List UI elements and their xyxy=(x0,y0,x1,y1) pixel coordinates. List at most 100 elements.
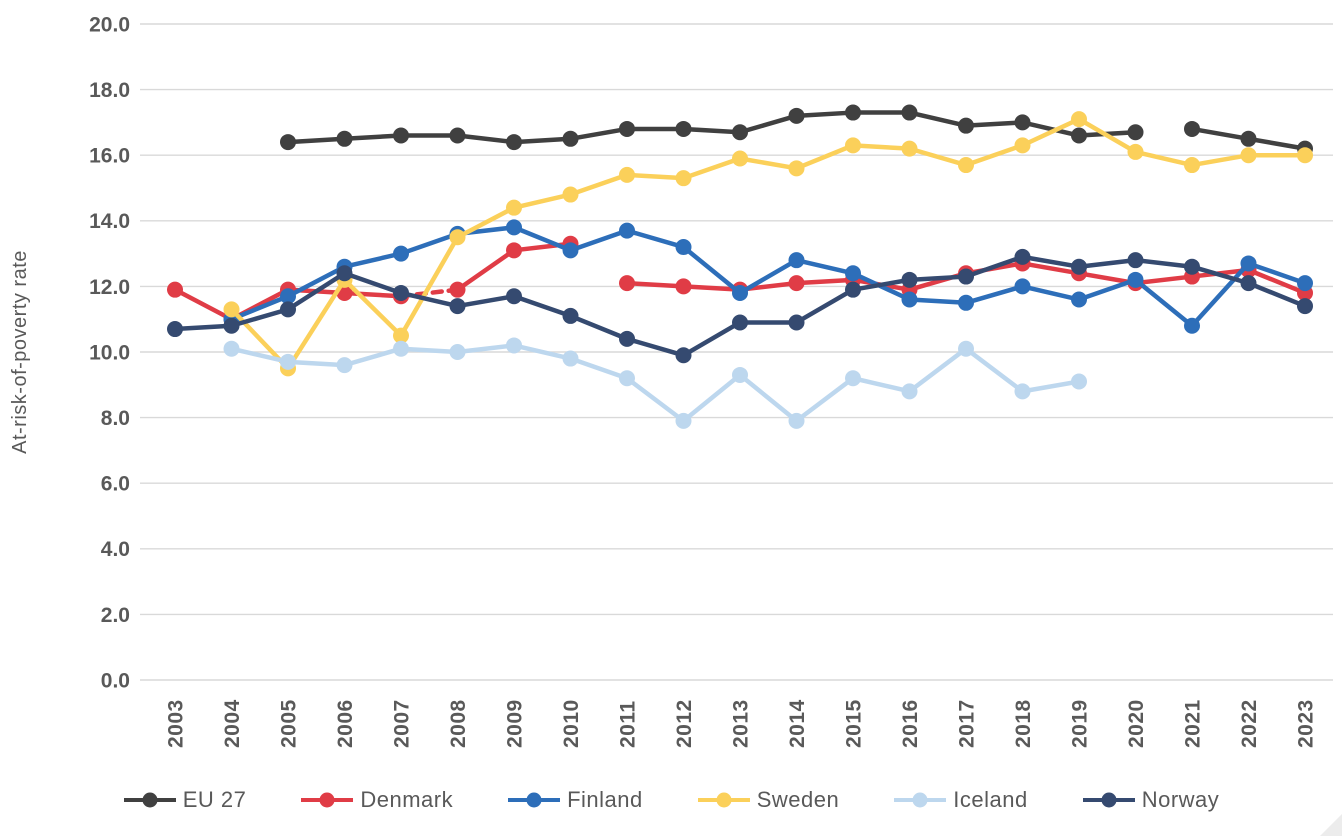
legend-item-norway: Norway xyxy=(1082,787,1220,813)
series-line-sweden xyxy=(737,156,799,171)
data-point-sweden-2019 xyxy=(1071,111,1087,128)
legend-label: Norway xyxy=(1141,787,1220,812)
data-point-norway-2005 xyxy=(280,301,296,318)
data-point-iceland-2010 xyxy=(562,350,579,367)
y-tick-label: 20.0 xyxy=(89,13,130,36)
data-point-eu-27-2012 xyxy=(675,120,692,137)
series-line-finland xyxy=(794,257,856,276)
series-line-sweden xyxy=(285,277,347,371)
series-line-sweden xyxy=(1133,149,1195,168)
data-point-iceland-2016 xyxy=(901,383,918,400)
series-line-finland xyxy=(907,297,969,306)
data-point-norway-2022 xyxy=(1240,275,1257,292)
data-point-norway-2010 xyxy=(562,307,579,324)
data-point-eu-27-2021 xyxy=(1184,120,1200,137)
y-tick-label: 10.0 xyxy=(89,341,130,364)
data-point-finland-2010 xyxy=(562,242,579,259)
series-line-iceland xyxy=(850,375,912,394)
data-point-sweden-2010 xyxy=(562,186,579,203)
series-line-denmark xyxy=(172,287,234,322)
series-line-finland xyxy=(1189,261,1251,329)
data-point-norway-2020 xyxy=(1127,252,1144,269)
series-line-denmark xyxy=(794,277,856,286)
y-tick-label: 18.0 xyxy=(89,79,130,102)
data-point-iceland-2007 xyxy=(393,340,409,357)
y-tick-label: 12.0 xyxy=(89,276,130,299)
series-finland xyxy=(223,219,1313,334)
series-line-sweden xyxy=(850,143,912,151)
series-line-finland xyxy=(568,228,630,253)
y-tick-label: 0.0 xyxy=(101,669,130,692)
x-tick-label: 2020 xyxy=(1125,699,1148,748)
series-line-denmark xyxy=(1020,261,1082,276)
series-sweden xyxy=(223,111,1313,377)
series-line-sweden xyxy=(1020,116,1082,148)
data-point-norway-2016 xyxy=(901,271,918,288)
series-line-finland xyxy=(963,284,1025,306)
legend-item-denmark: Denmark xyxy=(300,787,453,813)
series-line-iceland xyxy=(285,359,347,368)
series-line-eu-27 xyxy=(342,133,404,142)
series-line-sweden xyxy=(1189,152,1251,168)
legend-marker-icon xyxy=(301,792,354,808)
series-line-denmark xyxy=(455,248,517,292)
data-point-sweden-2009 xyxy=(506,199,522,216)
data-point-finland-2013 xyxy=(732,284,748,301)
x-tick-label: 2016 xyxy=(899,699,922,748)
data-point-eu-27-2020 xyxy=(1127,124,1144,141)
data-point-sweden-2017 xyxy=(958,157,974,174)
series-line-sweden xyxy=(794,143,856,171)
series-line-norway xyxy=(963,254,1025,279)
series-line-sweden xyxy=(568,172,630,197)
series-line-iceland xyxy=(455,343,517,355)
data-point-finland-2023 xyxy=(1297,275,1313,292)
y-tick-label: 8.0 xyxy=(101,407,130,430)
series-line-finland xyxy=(1020,284,1082,302)
x-tick-label: 2013 xyxy=(729,699,752,748)
series-line-denmark xyxy=(1246,267,1308,296)
data-point-eu-27-2009 xyxy=(506,134,522,151)
legend-item-iceland: Iceland xyxy=(893,787,1027,813)
series-line-finland xyxy=(1133,277,1195,329)
series-line-finland xyxy=(1246,261,1308,286)
data-point-sweden-2014 xyxy=(788,160,805,177)
data-point-norway-2006 xyxy=(336,265,353,282)
data-point-eu-27-2005 xyxy=(280,134,296,151)
series-line-eu-27 xyxy=(511,136,573,145)
line-chart: 0.0 2.0 4.0 6.0 8.0 10.0 12.0 14.0 16.0 18.0 20.0 A… xyxy=(9,13,1333,748)
series-line-eu-27 xyxy=(963,120,1025,128)
data-point-iceland-2006 xyxy=(336,357,353,374)
x-tick-label: 2021 xyxy=(1181,699,1204,748)
series-line-norway xyxy=(794,287,856,325)
data-point-eu-27-2016 xyxy=(901,104,918,121)
series-line-norway xyxy=(1246,280,1308,309)
series-line-sweden xyxy=(455,205,517,240)
data-point-eu-27-2013 xyxy=(732,124,748,141)
series-line-eu-27 xyxy=(455,133,517,145)
data-point-sweden-2020 xyxy=(1127,143,1144,160)
series-line-norway xyxy=(172,323,234,332)
data-point-iceland-2018 xyxy=(1014,383,1031,400)
data-point-sweden-2016 xyxy=(901,140,918,157)
series-line-iceland xyxy=(681,372,743,424)
data-point-finland-2005 xyxy=(280,288,296,305)
series-iceland xyxy=(223,337,1087,429)
data-point-finland-2007 xyxy=(393,245,409,262)
data-point-norway-2021 xyxy=(1184,258,1200,275)
series-line-iceland xyxy=(794,375,856,424)
series-line-finland xyxy=(398,231,460,256)
series-line-norway xyxy=(568,313,630,342)
data-point-norway-2012 xyxy=(675,347,692,364)
data-point-iceland-2011 xyxy=(619,370,635,387)
data-point-iceland-2015 xyxy=(845,370,861,387)
x-tick-label: 2004 xyxy=(221,699,244,748)
series-line-finland xyxy=(624,228,686,250)
legend-item-sweden: Sweden xyxy=(697,787,840,813)
data-point-eu-27-2022 xyxy=(1240,130,1257,147)
data-point-eu-27-2011 xyxy=(619,120,635,137)
x-tick-label: 2003 xyxy=(164,699,187,748)
data-point-finland-2021 xyxy=(1184,317,1200,334)
series-line-norway xyxy=(398,290,460,309)
legend-label: Denmark xyxy=(360,787,454,812)
